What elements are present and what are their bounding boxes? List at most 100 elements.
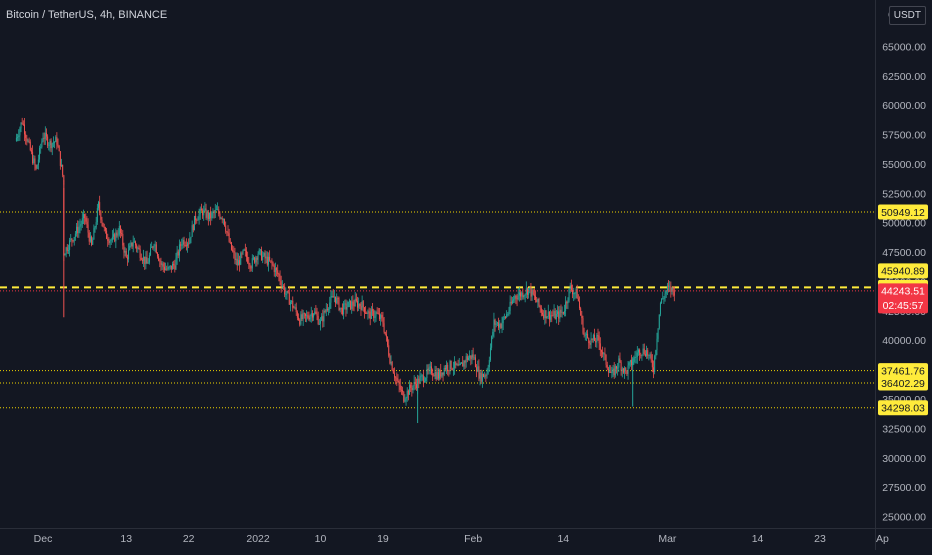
candle-body <box>129 245 131 250</box>
candle-body <box>196 220 198 222</box>
candle-body <box>26 137 28 142</box>
candle-body <box>560 309 562 313</box>
candle-body <box>382 317 384 324</box>
candle-body <box>182 239 184 245</box>
candle-body <box>85 217 87 222</box>
candle-body <box>447 364 449 371</box>
price-tick-label: 27500.00 <box>882 482 926 494</box>
candle-body <box>125 250 127 258</box>
candle-body <box>261 249 263 261</box>
candle-body <box>111 236 113 240</box>
candle-body <box>626 370 628 374</box>
candle-body <box>554 311 556 320</box>
candle-body <box>515 295 517 298</box>
candle-body <box>143 256 145 261</box>
candle-body <box>272 263 274 266</box>
candle-body <box>35 165 37 169</box>
candle-body <box>200 208 202 211</box>
candle-body <box>495 323 497 325</box>
candle-body <box>237 260 239 266</box>
candle-body <box>538 298 540 306</box>
candle-body <box>446 364 448 370</box>
candle-body <box>57 144 59 147</box>
candle-body <box>233 251 235 253</box>
candle-body <box>192 225 194 231</box>
candle-body <box>18 135 20 137</box>
candle-body <box>294 307 296 309</box>
candle-body <box>650 354 652 360</box>
candle-body <box>122 233 124 246</box>
candle-body <box>396 377 398 381</box>
candle-body <box>184 245 186 246</box>
candle-body <box>491 336 493 348</box>
candle-body <box>98 202 99 209</box>
candle-body <box>80 224 82 226</box>
candle-body <box>526 288 528 295</box>
candle-body <box>577 298 579 302</box>
candle-body <box>658 314 660 329</box>
candle-body <box>190 236 192 239</box>
candle-body <box>528 288 530 295</box>
candle-body <box>537 298 539 303</box>
candle-body <box>539 305 541 309</box>
price-level-label: 50949.12 <box>881 207 925 219</box>
candle-body <box>187 243 189 247</box>
candle-body <box>455 361 457 366</box>
candle-body <box>230 242 232 250</box>
candle-body <box>595 340 597 343</box>
candle-body <box>392 370 394 374</box>
time-tick-label: 10 <box>315 533 327 545</box>
candle-body <box>147 262 149 264</box>
candle-body <box>138 247 140 249</box>
candle-body <box>205 208 207 218</box>
candle-body <box>484 375 486 377</box>
candle-body <box>256 257 258 260</box>
candle-body <box>151 246 153 248</box>
currency-unit-button[interactable]: USDT <box>888 6 926 25</box>
candle-body <box>139 248 141 258</box>
candle-body <box>480 372 482 382</box>
candle-body <box>227 231 229 234</box>
candle-body <box>483 373 485 377</box>
candle-body <box>405 398 407 401</box>
candle-body <box>340 307 342 309</box>
candle-body <box>402 389 404 392</box>
candle-body <box>293 307 295 309</box>
candle-body <box>611 371 613 373</box>
candle-body <box>662 298 664 300</box>
candle-body <box>313 314 315 318</box>
candle-body <box>241 253 243 255</box>
candle-body <box>321 316 323 321</box>
candle-body <box>494 319 496 325</box>
candle-body <box>82 214 84 219</box>
candle-body <box>568 288 570 301</box>
candle-body <box>440 370 442 377</box>
candle-body <box>181 244 183 246</box>
candle-body <box>259 249 261 251</box>
candle-body <box>36 164 38 169</box>
candle-body <box>468 357 469 361</box>
candle-body <box>633 357 635 362</box>
candle-body <box>417 378 419 388</box>
candle-body <box>174 265 176 270</box>
candle-body <box>488 360 490 368</box>
candle-body <box>346 307 348 310</box>
candle-body <box>52 142 54 144</box>
candle-body <box>99 202 101 212</box>
candle-body <box>218 209 220 214</box>
candle-body <box>77 226 79 234</box>
candle-body <box>361 301 363 311</box>
candle-body <box>338 298 340 311</box>
candle-body <box>581 315 583 319</box>
candle-body <box>167 267 169 270</box>
price-level-label: 36402.29 <box>881 378 925 390</box>
candle-body <box>255 257 257 263</box>
price-level-label-bg <box>878 375 928 391</box>
candle-body <box>442 372 444 375</box>
price-tick-label: 40000.00 <box>882 335 926 347</box>
candle-body <box>150 247 152 256</box>
candle-body <box>499 323 501 328</box>
candle-body <box>92 239 94 245</box>
